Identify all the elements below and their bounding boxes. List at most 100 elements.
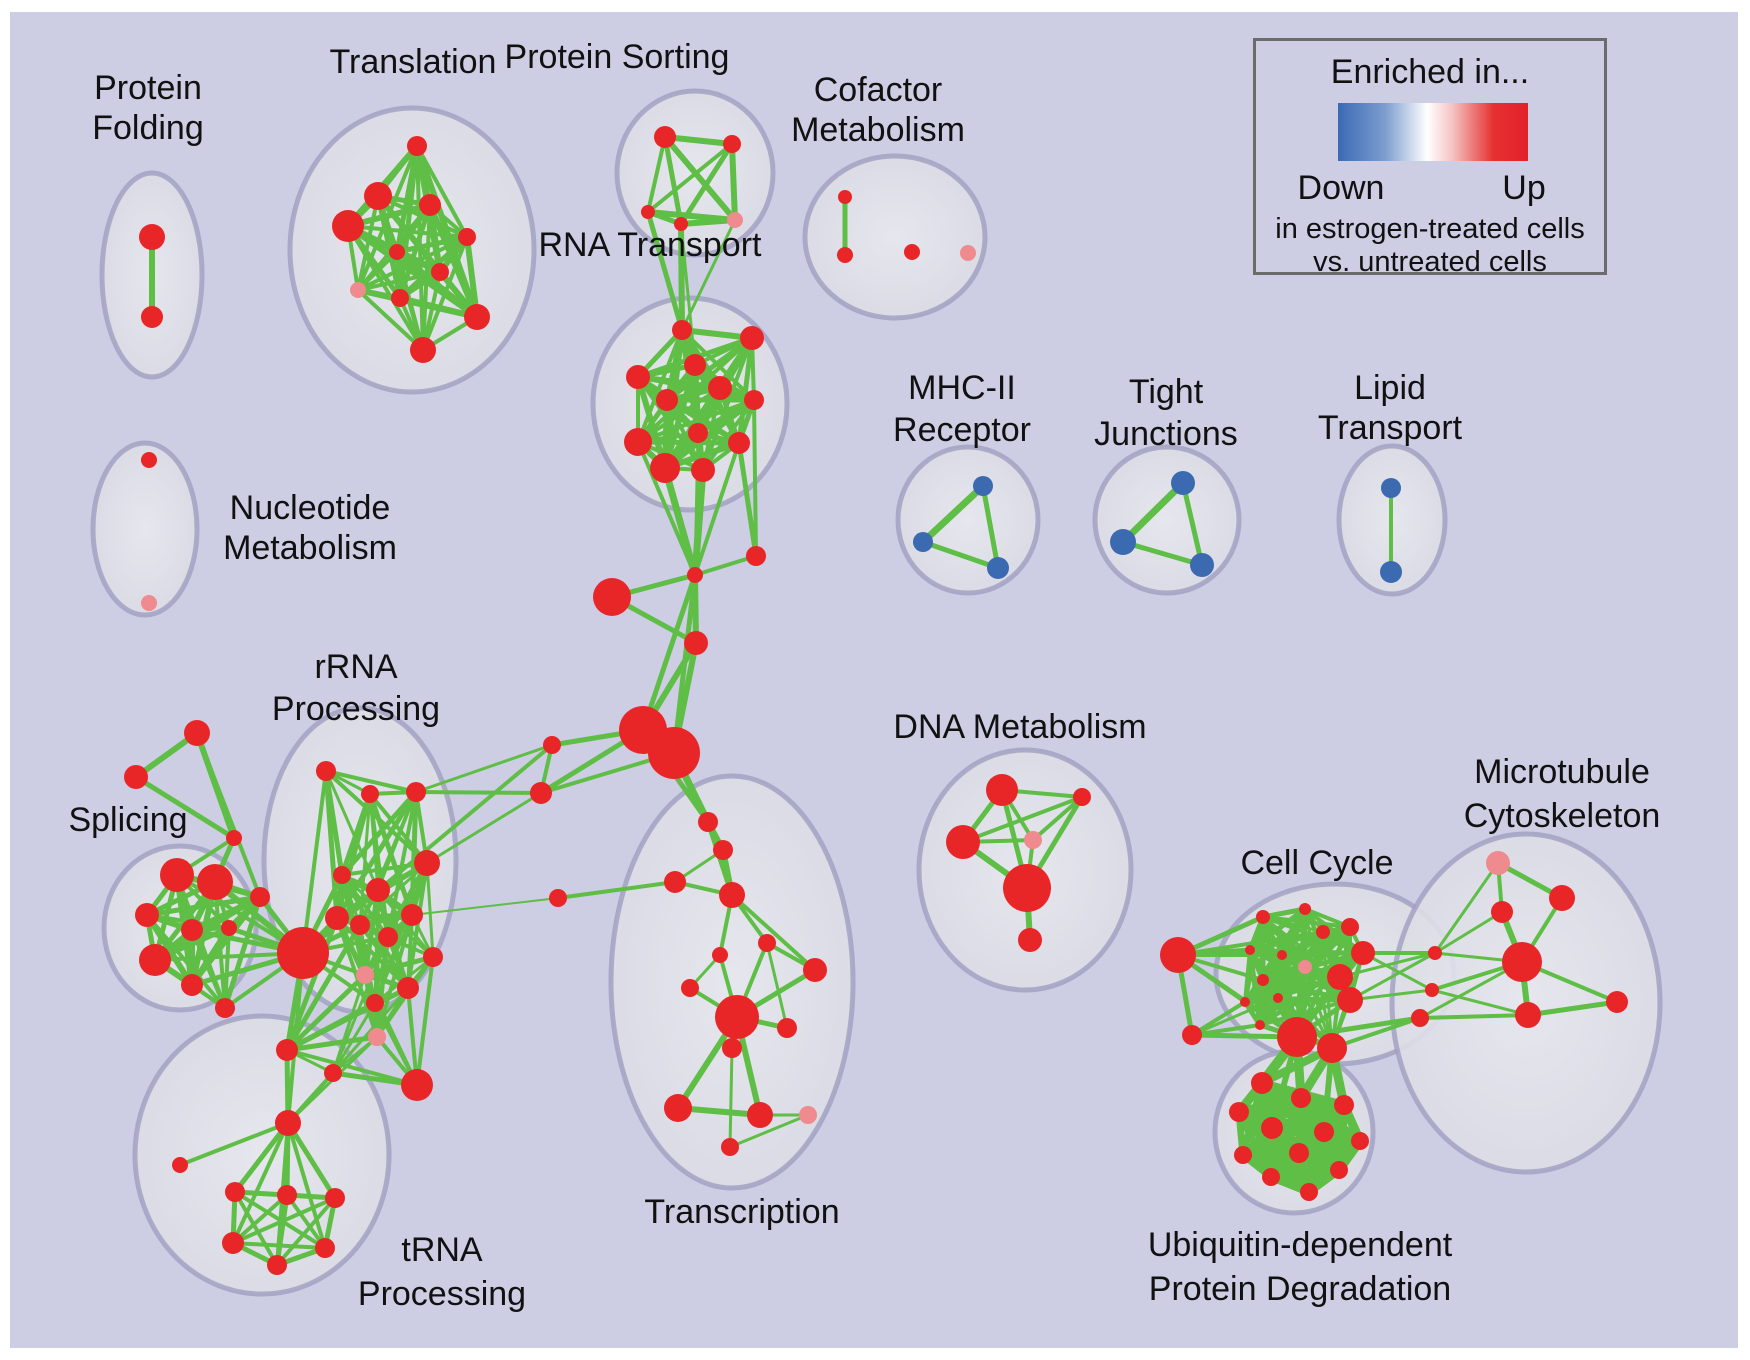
edge xyxy=(178,1121,290,1167)
edge xyxy=(662,134,735,147)
gene-set-node-red xyxy=(1299,903,1311,915)
gene-set-node-red xyxy=(1003,864,1051,912)
edge xyxy=(1260,906,1308,920)
cluster-label-protein-folding: Folding xyxy=(92,109,204,147)
gene-set-node-red xyxy=(1277,1017,1317,1057)
gene-set-node-red xyxy=(181,919,203,941)
gene-set-node-pink xyxy=(350,282,366,298)
edge xyxy=(664,397,742,446)
gene-set-node-red xyxy=(139,944,171,976)
edge xyxy=(425,791,543,865)
gene-set-node-red xyxy=(464,304,490,330)
cluster-ellipse-tight-junctions xyxy=(1092,444,1242,596)
gene-set-node-red xyxy=(1316,925,1330,939)
gene-set-node-blue xyxy=(913,532,933,552)
edge xyxy=(1433,861,1500,955)
edge xyxy=(1190,1000,1247,1037)
gene-set-node-red xyxy=(215,998,235,1018)
legend-gradient-bar xyxy=(1338,103,1528,161)
legend-subtitle-line1: in estrogen-treated cells xyxy=(1275,213,1585,245)
cluster-label-nucleotide-metabolism: Nucleotide xyxy=(230,489,391,527)
gene-set-node-red xyxy=(401,1069,433,1101)
gene-set-node-red xyxy=(160,858,194,892)
edge xyxy=(331,1035,379,1075)
gene-set-node-red xyxy=(1289,1143,1309,1163)
gene-set-node-red xyxy=(687,567,703,583)
gene-set-node-red xyxy=(389,244,405,260)
edge xyxy=(636,398,756,444)
edge xyxy=(231,1193,289,1245)
gene-set-node-red xyxy=(708,376,732,400)
gene-set-node-blue xyxy=(1380,561,1402,583)
edge xyxy=(414,743,554,794)
gene-set-node-red xyxy=(350,915,370,935)
edge xyxy=(765,941,789,1030)
gene-set-node-red xyxy=(1262,1168,1280,1186)
gene-set-node-red xyxy=(1549,885,1575,911)
gene-set-node-red xyxy=(1182,1025,1202,1045)
cluster-label-nucleotide-metabolism: Metabolism xyxy=(223,529,397,567)
edge xyxy=(189,894,263,988)
gene-set-node-red xyxy=(221,920,237,936)
gene-set-node-red xyxy=(740,326,764,350)
edge xyxy=(133,774,237,841)
cluster-label-trna-processing: Processing xyxy=(358,1275,526,1313)
gene-set-node-red xyxy=(715,995,759,1039)
cluster-label-transcription: Transcription xyxy=(644,1193,839,1231)
edge xyxy=(368,792,429,865)
gene-set-node-red xyxy=(250,887,270,907)
edge xyxy=(980,483,1001,571)
edge xyxy=(356,250,399,292)
gene-set-node-red xyxy=(904,244,920,260)
gene-set-node-red xyxy=(275,1110,301,1136)
edge xyxy=(662,134,684,227)
edge xyxy=(323,768,340,921)
edge xyxy=(1361,951,1434,992)
gene-set-node-red xyxy=(1411,1009,1429,1027)
gene-set-node-red xyxy=(1428,946,1442,960)
gene-set-node-red xyxy=(225,1182,245,1202)
edge xyxy=(222,894,263,1011)
edge xyxy=(1247,924,1353,953)
edge xyxy=(1330,1016,1422,1050)
gene-set-node-red xyxy=(549,889,567,907)
edge xyxy=(152,894,263,963)
gene-set-node-red xyxy=(1317,1033,1347,1063)
edge xyxy=(1418,1013,1530,1020)
edge xyxy=(736,335,755,446)
gene-set-node-red xyxy=(1300,1183,1318,1201)
gene-set-node-red xyxy=(1256,910,1270,924)
cluster-label-lipid-transport: Transport xyxy=(1318,409,1463,447)
gene-set-node-red xyxy=(656,389,678,411)
edge xyxy=(636,328,684,444)
edge xyxy=(662,134,738,223)
legend-subtitle-line2: vs. untreated cells xyxy=(1313,246,1547,278)
gene-set-node-red xyxy=(543,736,561,754)
edge xyxy=(1525,999,1620,1018)
gene-set-node-red xyxy=(184,720,210,746)
gene-set-node-red xyxy=(315,1238,335,1258)
cluster-label-lipid-transport: Lipid xyxy=(1354,369,1426,407)
cluster-label-rrna-processing: rRNA xyxy=(314,648,397,686)
gene-set-node-red xyxy=(419,194,441,216)
gene-set-node-red xyxy=(1351,941,1375,965)
gene-set-node-red xyxy=(324,1064,342,1082)
gene-set-node-red xyxy=(1327,964,1353,990)
gene-set-node-red xyxy=(758,934,776,952)
network-nodes xyxy=(124,126,1628,1275)
edge xyxy=(1258,951,1365,1027)
edge xyxy=(415,955,435,1087)
gene-set-node-red xyxy=(277,927,329,979)
edge xyxy=(1348,988,1434,1002)
gene-set-node-red xyxy=(431,263,449,281)
edge xyxy=(1247,906,1308,953)
gene-set-node-red xyxy=(423,947,443,967)
edge xyxy=(1267,1166,1343,1181)
gene-set-node-red xyxy=(391,289,409,307)
edge xyxy=(1258,998,1352,1027)
gene-set-node-pink xyxy=(141,595,157,611)
edge xyxy=(231,1241,327,1250)
edge xyxy=(728,1113,810,1149)
edge xyxy=(645,209,685,333)
